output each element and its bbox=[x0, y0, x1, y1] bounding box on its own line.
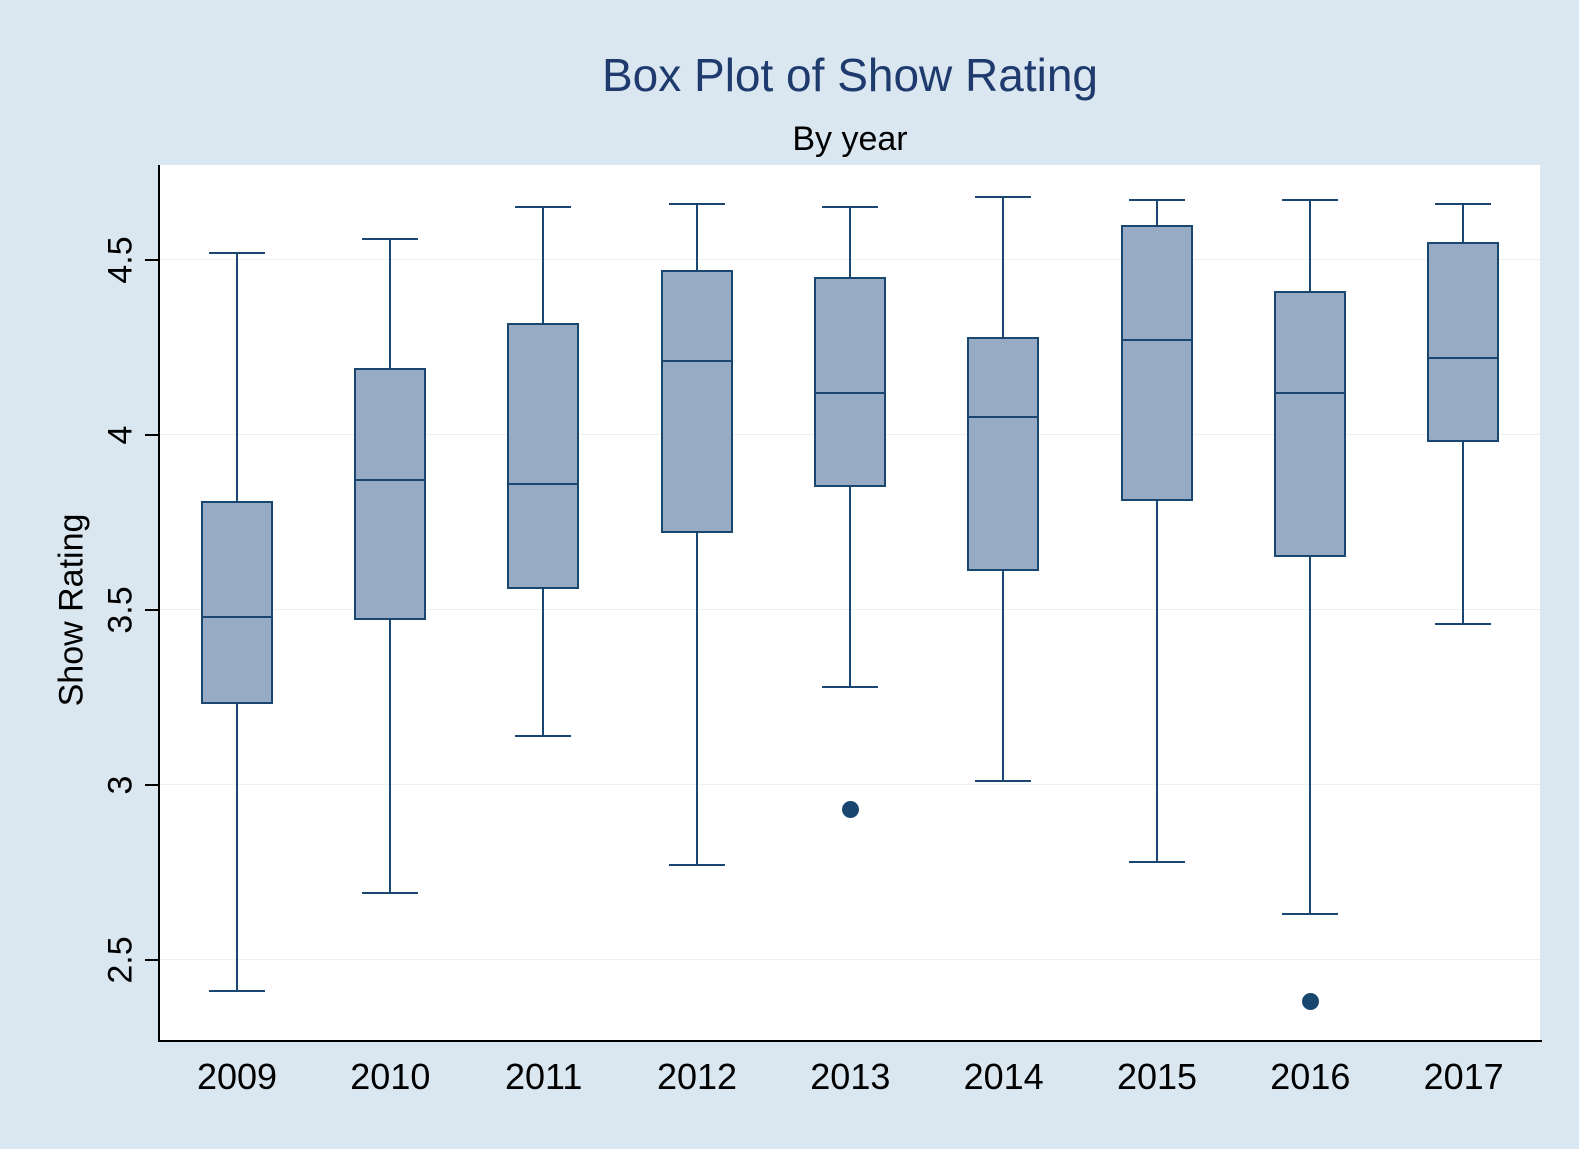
whisker-cap-bottom bbox=[362, 892, 418, 894]
y-tick-label: 4 bbox=[101, 425, 140, 444]
whisker-cap-top bbox=[1435, 202, 1492, 205]
x-axis-label: 2015 bbox=[1116, 1056, 1198, 1097]
whisker-cap-top bbox=[515, 206, 572, 208]
chart-subtitle: By year bbox=[792, 120, 908, 158]
whisker-line bbox=[1155, 200, 1158, 862]
median-line bbox=[1276, 391, 1344, 394]
iqr-box bbox=[967, 336, 1040, 571]
x-axis-label: 2017 bbox=[1423, 1056, 1504, 1097]
y-tick-label: 2.5 bbox=[101, 935, 140, 984]
x-axis-label: 2014 bbox=[963, 1056, 1044, 1097]
x-axis-label: 2013 bbox=[810, 1056, 891, 1097]
median-line bbox=[202, 615, 271, 618]
iqr-box bbox=[507, 322, 580, 589]
y-tick-label: 3 bbox=[101, 775, 140, 794]
median-line bbox=[662, 360, 731, 362]
y-tick-mark bbox=[145, 433, 158, 436]
iqr-box bbox=[660, 270, 733, 533]
whisker-cap-bottom bbox=[515, 734, 572, 737]
whisker-cap-top bbox=[1282, 199, 1338, 201]
whisker-cap-top bbox=[1128, 199, 1185, 201]
iqr-box bbox=[200, 501, 273, 704]
y-tick-mark bbox=[145, 783, 158, 786]
iqr-box bbox=[354, 368, 426, 620]
whisker-cap-top bbox=[975, 195, 1032, 198]
x-axis-label: 2009 bbox=[196, 1056, 278, 1097]
whisker-line bbox=[1309, 200, 1311, 914]
whisker-cap-top bbox=[208, 251, 265, 254]
y-gridline bbox=[160, 784, 1540, 785]
whisker-cap-bottom bbox=[1435, 622, 1492, 625]
whisker-cap-bottom bbox=[668, 864, 725, 866]
y-tick-mark bbox=[145, 958, 158, 961]
x-axis-label: 2010 bbox=[350, 1056, 431, 1097]
median-line bbox=[356, 479, 424, 481]
median-line bbox=[1122, 339, 1191, 341]
whisker-cap-top bbox=[822, 206, 878, 208]
whisker-cap-bottom bbox=[1128, 860, 1185, 863]
y-tick-mark bbox=[145, 258, 158, 261]
x-axis-line bbox=[158, 1040, 1542, 1042]
x-axis-label: 2011 bbox=[504, 1056, 583, 1097]
iqr-box bbox=[814, 277, 886, 487]
y-axis-title: Show Rating bbox=[52, 513, 91, 707]
iqr-box bbox=[1274, 291, 1346, 557]
y-tick-mark bbox=[145, 608, 158, 611]
x-axis-label: 2016 bbox=[1270, 1056, 1351, 1097]
outlier-point bbox=[841, 800, 859, 818]
chart-title: Box Plot of Show Rating bbox=[601, 49, 1099, 101]
plot-area bbox=[160, 165, 1540, 1040]
whisker-cap-bottom bbox=[822, 685, 878, 688]
whisker-cap-bottom bbox=[1282, 913, 1338, 915]
y-tick-label: 4.5 bbox=[101, 235, 140, 284]
x-axis-label: 2012 bbox=[656, 1056, 738, 1097]
whisker-cap-top bbox=[362, 237, 418, 240]
iqr-box bbox=[1120, 224, 1193, 501]
whisker-line bbox=[695, 203, 698, 865]
median-line bbox=[969, 416, 1038, 418]
median-line bbox=[509, 482, 578, 485]
median-line bbox=[1429, 356, 1498, 359]
whisker-cap-bottom bbox=[975, 780, 1032, 782]
median-line bbox=[816, 391, 884, 394]
y-gridline bbox=[160, 959, 1540, 960]
iqr-box bbox=[1427, 242, 1500, 442]
outlier-point bbox=[1301, 993, 1319, 1010]
whisker-cap-bottom bbox=[208, 990, 265, 992]
y-tick-label: 3.5 bbox=[101, 585, 140, 634]
y-axis-line bbox=[158, 165, 160, 1042]
whisker-cap-top bbox=[668, 202, 725, 205]
